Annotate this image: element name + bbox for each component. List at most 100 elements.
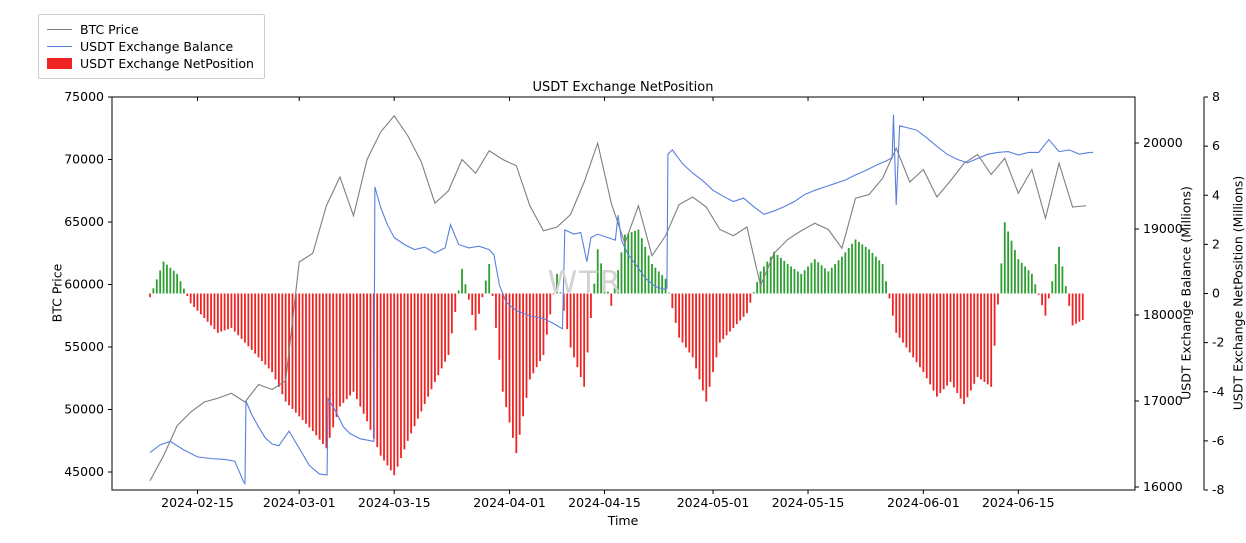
netposition-bar [912,293,915,358]
netposition-bar [590,293,592,319]
netposition-bar [980,293,982,380]
netposition-bar [176,273,179,294]
netposition-bar [769,256,772,294]
netposition-bar [729,293,731,332]
netposition-bar [359,293,362,407]
netposition-bar [976,293,979,378]
netposition-bar [915,293,918,363]
y-left-tick-label: 75000 [64,89,104,104]
netposition-bar [518,293,521,435]
netposition-bar [342,293,345,403]
netposition-bar [708,293,711,387]
y-left-tick-label: 70000 [64,152,104,167]
netposition-bar [461,268,463,294]
netposition-bar [427,293,430,397]
y-net-tick-label: -6 [1212,433,1225,448]
netposition-bar [349,293,352,396]
netposition-bar [617,270,619,294]
netposition-bar [742,293,745,317]
netposition-bar [952,293,955,388]
netposition-bar [668,292,670,294]
netposition-bar [878,260,881,294]
netposition-bar [481,293,484,298]
netposition-bar [936,293,938,397]
netposition-bar [1034,284,1037,294]
netposition-bar [956,293,959,393]
netposition-bar [763,266,765,294]
netposition-bar [725,293,728,336]
netposition-bar [1078,293,1081,322]
netposition-bar [881,264,884,294]
netposition-bar [586,293,589,353]
netposition-bar [698,293,701,380]
netposition-bar [478,293,480,314]
netposition-bar [573,293,575,358]
x-tick-label: 2024-02-15 [161,495,234,510]
netposition-bar [366,293,368,422]
netposition-bar [562,293,565,311]
y-balance-tick-label: 17000 [1143,393,1183,408]
netposition-bar [1051,281,1054,294]
netposition-bar [681,293,684,343]
netposition-bar [535,293,538,368]
legend-label: BTC Price [80,22,139,37]
netposition-bar [281,293,284,395]
netposition-bar [620,252,623,294]
netposition-bar [556,273,558,294]
netposition-bar [471,293,474,315]
netposition-bar [491,293,494,296]
netposition-bar [1020,262,1023,294]
netposition-bar [691,293,694,358]
legend-entry-usdt-netposition: USDT Exchange NetPosition [47,55,254,72]
netposition-bar [454,293,457,312]
netposition-bar [1064,286,1067,294]
netposition-bar [325,293,328,449]
x-tick-label: 2024-03-01 [263,495,336,510]
netposition-bar [851,243,854,294]
netposition-bar [854,239,857,294]
netposition-bar [664,278,667,294]
y-left-tick-label: 50000 [64,402,104,417]
netposition-bar [233,293,236,332]
netposition-bar [932,293,935,391]
netposition-bar [1041,293,1043,306]
netposition-bar [1027,270,1030,294]
netposition-bar [318,293,321,440]
netposition-bar [169,267,172,294]
netposition-bar [712,293,714,373]
y-net-tick-label: 8 [1212,89,1220,104]
netposition-bar [403,293,406,450]
netposition-bar [756,281,759,294]
netposition-bar [569,293,572,348]
netposition-bar [969,293,972,391]
netposition-bar [793,268,796,294]
netposition-bar [559,292,562,294]
netposition-bar [596,249,599,294]
netposition-bar [515,293,518,454]
netposition-bar [420,293,423,412]
netposition-bar [657,271,660,294]
netposition-bar [583,293,586,387]
netposition-bar [671,293,674,309]
netposition-bar [1044,293,1047,316]
netposition-bar [149,293,151,298]
y-net-tick-label: -2 [1212,335,1224,350]
x-tick-label: 2024-06-15 [982,495,1055,510]
netposition-bar [966,293,969,398]
netposition-bar [946,293,948,386]
netposition-bar [600,263,603,294]
y-net-tick-label: 4 [1212,187,1220,202]
netposition-bar [627,233,630,294]
netposition-bar [355,293,358,400]
netposition-bar [250,293,253,350]
netposition-bar [549,293,552,315]
netposition-bar [603,277,606,294]
netposition-bar [393,293,396,476]
netposition-bar [545,293,548,335]
netposition-bar [647,255,650,294]
netposition-bar [837,260,840,294]
netposition-bar [752,292,755,294]
legend-entry-btc-price: BTC Price [47,21,254,38]
netposition-bar [1014,249,1016,294]
netposition-bar [396,293,399,467]
